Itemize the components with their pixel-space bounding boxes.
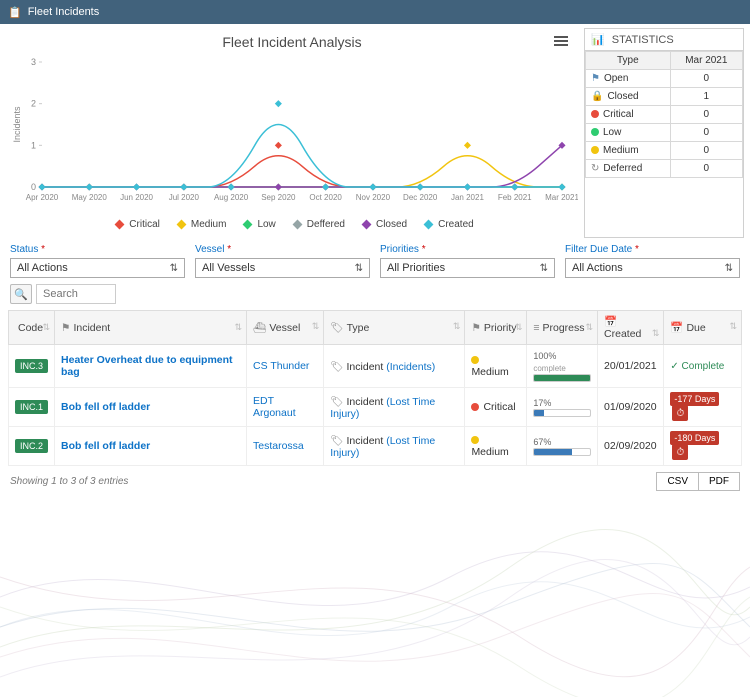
- due-badge: -177 Days: [670, 392, 719, 406]
- due-date-select[interactable]: All Actions ⇅: [565, 258, 740, 278]
- col-type[interactable]: 🏷Type⇅: [324, 311, 465, 345]
- stats-row: Medium0: [586, 142, 743, 160]
- chevron-updown-icon: ⇅: [170, 263, 178, 274]
- search-input[interactable]: [36, 284, 116, 304]
- filter-status-label: Status *: [10, 244, 185, 255]
- svg-text:3: 3: [31, 57, 36, 67]
- svg-text:Aug 2020: Aug 2020: [214, 193, 249, 202]
- table-row: INC.2Bob fell off ladderTestarossa🏷 Inci…: [9, 427, 742, 466]
- code-badge[interactable]: INC.2: [15, 439, 48, 453]
- bar-chart-icon: 📊: [591, 34, 605, 46]
- chevron-updown-icon: ⇅: [540, 263, 548, 274]
- incident-chart: Incidents 0 1 2 3 Apr 2020 May 2020 Jun 2020 Jul…: [6, 52, 578, 212]
- table-footer: Showing 1 to 3 of 3 entries CSV PDF: [0, 466, 750, 497]
- filter-vessel-label: Vessel *: [195, 244, 370, 255]
- incident-link[interactable]: Heater Overheat due to equipment bag: [61, 354, 233, 378]
- svg-text:Incidents: Incidents: [12, 106, 22, 143]
- col-vessel[interactable]: ⛴Vessel⇅: [247, 311, 324, 345]
- code-badge[interactable]: INC.3: [15, 359, 48, 373]
- search-button[interactable]: 🔍: [10, 284, 32, 304]
- col-priority[interactable]: ⚑Priority⇅: [465, 311, 527, 345]
- due-clock-icon[interactable]: ⏱: [672, 405, 688, 421]
- stats-row: Low0: [586, 124, 743, 142]
- filter-vessel: Vessel * All Vessels ⇅: [195, 244, 370, 278]
- chart-legend: CriticalMediumLowDefferedClosedCreated: [6, 215, 578, 238]
- due-clock-icon[interactable]: ⏱: [672, 444, 688, 460]
- filter-status: Status * All Actions ⇅: [10, 244, 185, 278]
- filter-priorities-label: Priorities *: [380, 244, 555, 255]
- svg-text:2: 2: [31, 99, 36, 109]
- table-row: INC.1Bob fell off ladderEDT Argonaut🏷 In…: [9, 388, 742, 427]
- svg-text:1: 1: [31, 140, 36, 150]
- export-csv-button[interactable]: CSV: [656, 472, 698, 491]
- vessel-link[interactable]: Testarossa: [253, 440, 304, 452]
- svg-text:Jun 2020: Jun 2020: [120, 193, 153, 202]
- vessel-link[interactable]: CS Thunder: [253, 360, 309, 372]
- chevron-updown-icon: ⇅: [355, 263, 363, 274]
- due-badge: -180 Days: [670, 431, 719, 445]
- export-buttons: CSV PDF: [656, 472, 740, 491]
- col-progress[interactable]: ≡Progress⇅: [527, 311, 598, 345]
- filter-priorities: Priorities * All Priorities ⇅: [380, 244, 555, 278]
- due-date-select-value: All Actions: [572, 262, 623, 274]
- svg-text:Feb 2021: Feb 2021: [498, 193, 532, 202]
- statistics-header: 📊 STATISTICS: [585, 29, 743, 51]
- stats-row: ↻Deferred0: [586, 160, 743, 178]
- svg-text:0: 0: [31, 182, 36, 192]
- svg-text:Dec 2020: Dec 2020: [403, 193, 438, 202]
- filter-due-date-label: Filter Due Date *: [565, 244, 740, 255]
- vessel-select-value: All Vessels: [202, 262, 255, 274]
- chart-area: Fleet Incident Analysis Incidents 0 1 2 3 Apr…: [6, 28, 578, 238]
- incident-link[interactable]: Bob fell off ladder: [61, 401, 150, 413]
- svg-text:Nov 2020: Nov 2020: [356, 193, 391, 202]
- incident-link[interactable]: Bob fell off ladder: [61, 440, 150, 452]
- svg-text:Apr 2020: Apr 2020: [26, 193, 59, 202]
- statistics-title: STATISTICS: [612, 34, 674, 46]
- search-icon: 🔍: [14, 288, 28, 301]
- svg-text:Oct 2020: Oct 2020: [309, 193, 342, 202]
- vessel-link[interactable]: EDT Argonaut: [253, 395, 296, 419]
- filter-bar: Status * All Actions ⇅ Vessel * All Vess…: [0, 238, 750, 284]
- code-badge[interactable]: INC.1: [15, 400, 48, 414]
- statistics-table: TypeMar 2021⚑Open0🔒Closed1Critical0Low0M…: [585, 51, 743, 178]
- page-title: Fleet Incidents: [28, 6, 100, 18]
- entries-count-text: Showing 1 to 3 of 3 entries: [10, 476, 128, 487]
- stats-row: 🔒Closed1: [586, 88, 743, 106]
- col-code[interactable]: Code⇅: [9, 311, 55, 345]
- col-incident[interactable]: ⚑Incident⇅: [55, 311, 247, 345]
- chart-title: Fleet Incident Analysis: [6, 34, 578, 50]
- app-header: 📋 Fleet Incidents: [0, 0, 750, 24]
- svg-text:May 2020: May 2020: [72, 193, 108, 202]
- chevron-updown-icon: ⇅: [725, 263, 733, 274]
- clipboard-icon: 📋: [8, 6, 22, 19]
- svg-text:Mar 2021: Mar 2021: [545, 193, 578, 202]
- col-due[interactable]: 📅Due⇅: [664, 311, 742, 345]
- top-region: Fleet Incident Analysis Incidents 0 1 2 3 Apr…: [0, 24, 750, 238]
- incidents-table: Code⇅⚑Incident⇅⛴Vessel⇅🏷Type⇅⚑Priority⇅≡…: [8, 310, 742, 466]
- filter-due-date: Filter Due Date * All Actions ⇅: [565, 244, 740, 278]
- decorative-waves: [0, 497, 750, 697]
- chart-menu-button[interactable]: [554, 34, 568, 48]
- due-complete: ✓ Complete: [670, 361, 724, 372]
- priorities-select-value: All Priorities: [387, 262, 445, 274]
- col-created[interactable]: 📅Created⇅: [598, 311, 664, 345]
- svg-text:Jul 2020: Jul 2020: [169, 193, 200, 202]
- svg-text:Sep 2020: Sep 2020: [261, 193, 296, 202]
- stats-row: ⚑Open0: [586, 70, 743, 88]
- status-select-value: All Actions: [17, 262, 68, 274]
- table-row: INC.3 Heater Overheat due to equipment ba…: [9, 345, 742, 388]
- export-pdf-button[interactable]: PDF: [698, 472, 740, 491]
- statistics-panel: 📊 STATISTICS TypeMar 2021⚑Open0🔒Closed1C…: [584, 28, 744, 238]
- svg-text:Jan 2021: Jan 2021: [451, 193, 484, 202]
- vessel-select[interactable]: All Vessels ⇅: [195, 258, 370, 278]
- search-bar: 🔍: [0, 284, 750, 310]
- status-select[interactable]: All Actions ⇅: [10, 258, 185, 278]
- stats-row: Critical0: [586, 106, 743, 124]
- priorities-select[interactable]: All Priorities ⇅: [380, 258, 555, 278]
